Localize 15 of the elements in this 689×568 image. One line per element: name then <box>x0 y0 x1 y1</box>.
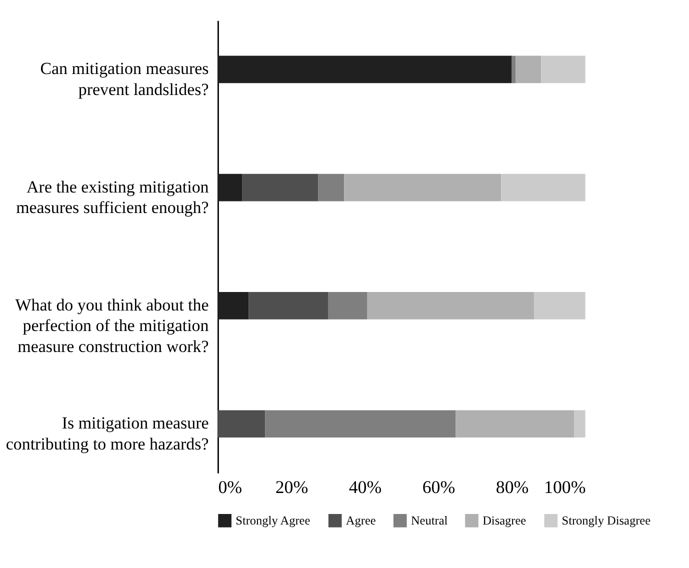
x-tick-label: 80% <box>496 477 529 498</box>
y-tick-label: Can mitigation measures prevent landslides? <box>40 59 209 99</box>
y-tick-label: Are the existing mitigation measures sufficient enough? <box>16 177 210 218</box>
x-tick-label: 0% <box>218 477 242 498</box>
legend-label: Strongly Agree <box>236 513 311 528</box>
x-tick-label: 60% <box>422 477 456 498</box>
legend-label: Agree <box>346 513 376 528</box>
legend-label: Neutral <box>410 513 448 528</box>
x-tick-label: 20% <box>275 477 308 498</box>
y-tick-label: What do you think about the perfection of the mitigation measure construction work? <box>15 295 210 356</box>
legend-label: Disagree <box>482 513 527 528</box>
legend-label: Strongly Disagree <box>562 513 652 528</box>
y-tick-label: Is mitigation measure contributing to more hazards? <box>6 414 209 454</box>
x-tick-label: 100% <box>544 477 586 498</box>
x-tick-label: 40% <box>348 477 382 498</box>
